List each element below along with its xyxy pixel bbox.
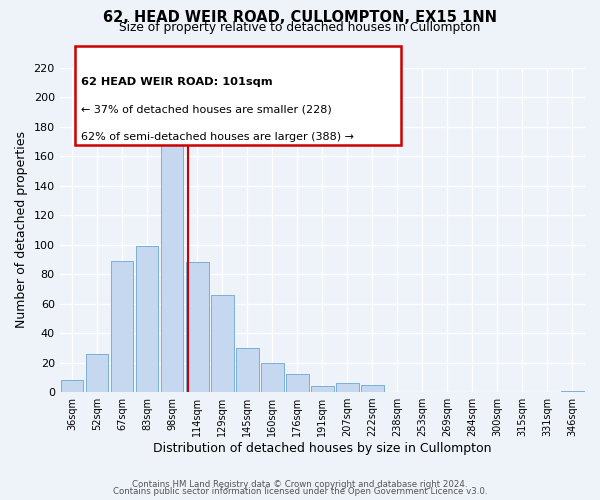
Bar bbox=[561, 390, 584, 392]
Bar bbox=[61, 380, 83, 392]
Text: ← 37% of detached houses are smaller (228): ← 37% of detached houses are smaller (22… bbox=[80, 105, 331, 115]
Text: Contains public sector information licensed under the Open Government Licence v3: Contains public sector information licen… bbox=[113, 487, 487, 496]
Bar bbox=[161, 134, 184, 392]
Text: 62% of semi-detached houses are larger (388) →: 62% of semi-detached houses are larger (… bbox=[80, 132, 353, 142]
Bar bbox=[211, 294, 233, 392]
Bar bbox=[286, 374, 308, 392]
Text: Size of property relative to detached houses in Cullompton: Size of property relative to detached ho… bbox=[119, 21, 481, 34]
Bar bbox=[186, 262, 209, 392]
Bar bbox=[111, 261, 133, 392]
Bar bbox=[236, 348, 259, 392]
Y-axis label: Number of detached properties: Number of detached properties bbox=[15, 132, 28, 328]
Bar bbox=[336, 383, 359, 392]
Bar bbox=[311, 386, 334, 392]
Bar bbox=[361, 384, 383, 392]
Text: Contains HM Land Registry data © Crown copyright and database right 2024.: Contains HM Land Registry data © Crown c… bbox=[132, 480, 468, 489]
Bar bbox=[86, 354, 109, 392]
Text: 62 HEAD WEIR ROAD: 101sqm: 62 HEAD WEIR ROAD: 101sqm bbox=[80, 78, 272, 88]
Bar bbox=[136, 246, 158, 392]
X-axis label: Distribution of detached houses by size in Cullompton: Distribution of detached houses by size … bbox=[153, 442, 491, 455]
FancyBboxPatch shape bbox=[76, 46, 401, 146]
Bar bbox=[261, 362, 284, 392]
Text: 62, HEAD WEIR ROAD, CULLOMPTON, EX15 1NN: 62, HEAD WEIR ROAD, CULLOMPTON, EX15 1NN bbox=[103, 10, 497, 25]
